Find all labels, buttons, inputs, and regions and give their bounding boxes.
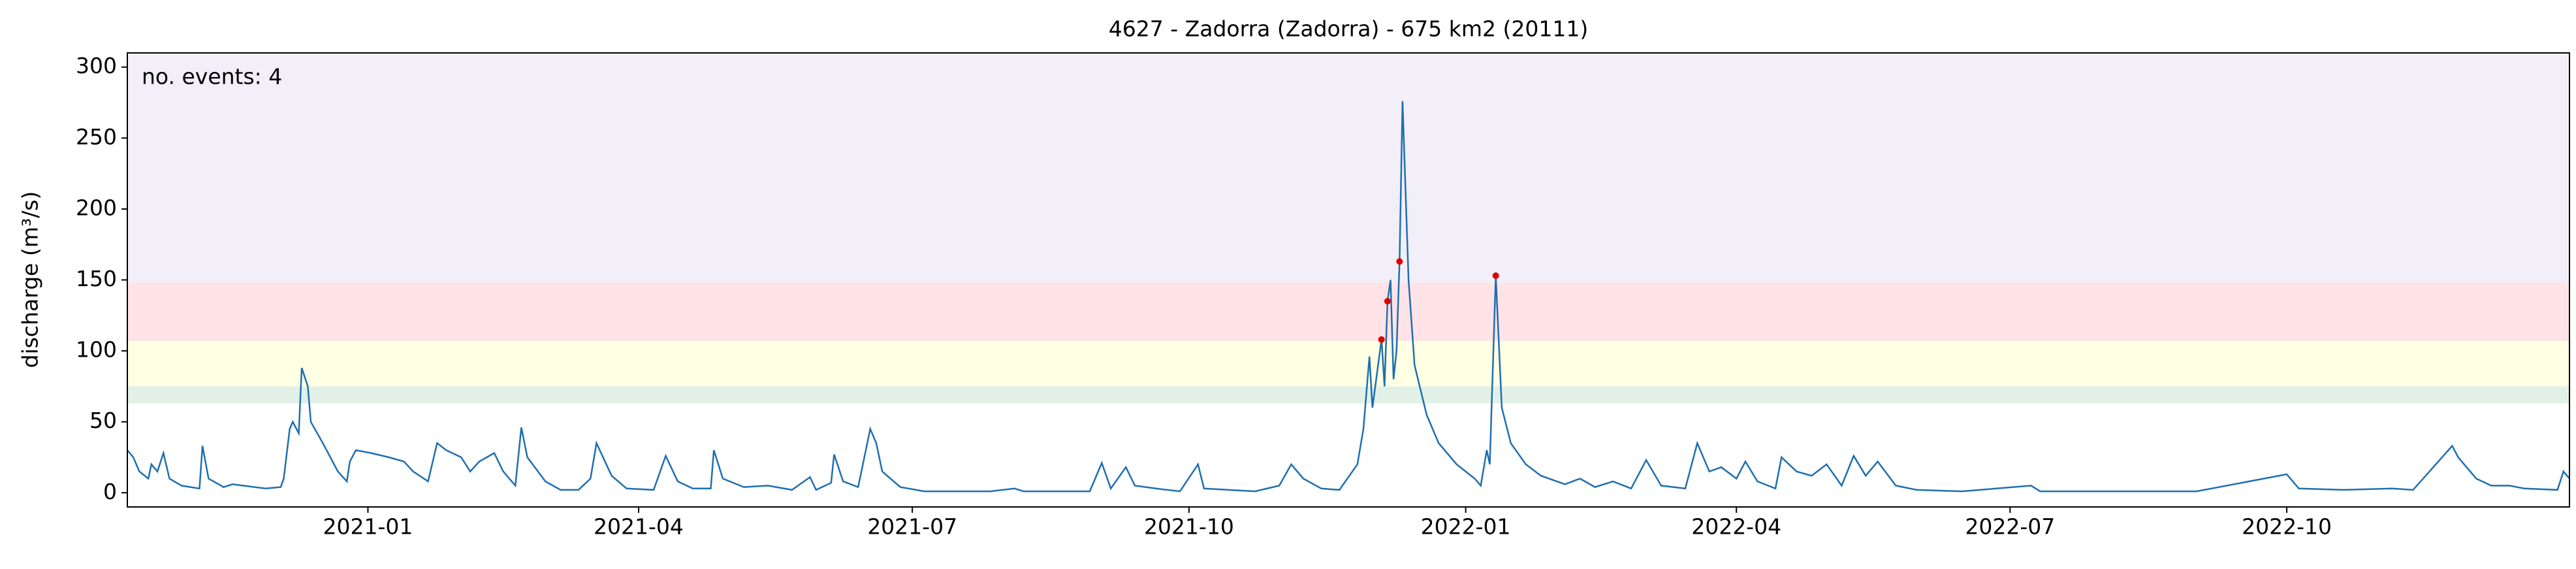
event-point xyxy=(1492,272,1499,279)
y-tick-label: 150 xyxy=(76,266,117,291)
x-tick-label: 2022-10 xyxy=(2242,514,2332,540)
x-tick-label: 2021-04 xyxy=(594,514,684,540)
x-tick-label: 2022-07 xyxy=(1965,514,2055,540)
x-tick-label: 2021-10 xyxy=(1144,514,1234,540)
event-point xyxy=(1384,298,1391,305)
y-tick-label: 100 xyxy=(76,337,117,363)
events-annotation: no. events: 4 xyxy=(142,64,282,89)
y-tick-label: 200 xyxy=(76,195,117,220)
x-tick-label: 2021-07 xyxy=(867,514,957,540)
y-tick-label: 300 xyxy=(76,53,117,78)
y-tick-label: 0 xyxy=(103,479,117,504)
threshold-band xyxy=(127,282,2569,341)
threshold-band xyxy=(127,53,2569,283)
plot-frame xyxy=(127,52,2570,508)
x-tick-label: 2022-01 xyxy=(1421,514,1511,540)
discharge-line xyxy=(127,101,2570,493)
y-tick-label: 50 xyxy=(89,408,117,433)
chart-title: 4627 - Zadorra (Zadorra) - 675 km2 (2011… xyxy=(1109,16,1588,42)
y-axis-label: discharge (m³/s) xyxy=(18,191,43,368)
y-tick-label: 250 xyxy=(76,124,117,150)
event-point xyxy=(1378,336,1385,343)
threshold-band xyxy=(127,386,2569,404)
x-tick-label: 2021-01 xyxy=(323,514,413,540)
x-tick-label: 2022-04 xyxy=(1691,514,1781,540)
event-point xyxy=(1396,258,1403,265)
threshold-band xyxy=(127,340,2569,387)
